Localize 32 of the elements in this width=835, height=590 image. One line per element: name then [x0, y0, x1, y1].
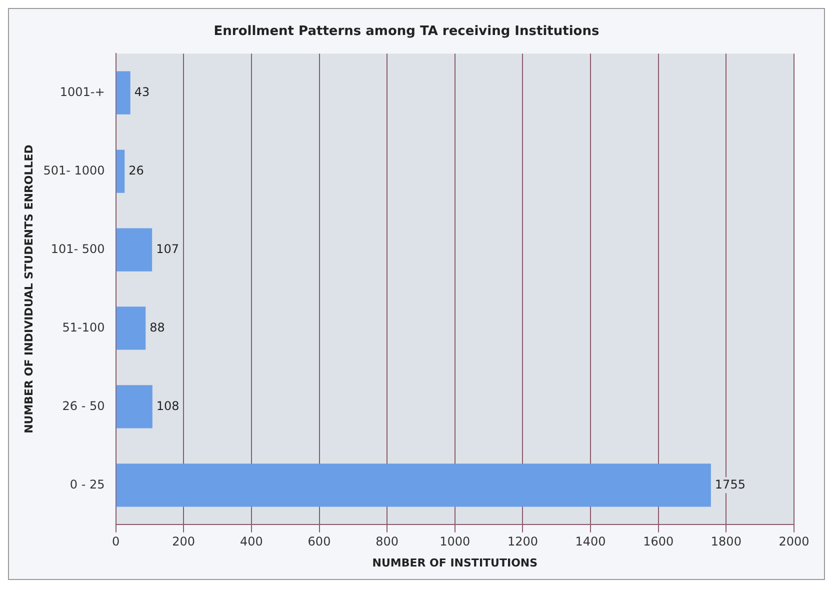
x-tick-label: 400: [240, 534, 263, 549]
x-tick-label: 0: [112, 534, 120, 549]
y-axis-title: NUMBER OF INDIVIDUAL STUDENTS ENROLLED: [22, 144, 36, 434]
bar: [116, 150, 125, 193]
x-tick-label: 1000: [440, 534, 470, 549]
data-label: 43: [134, 84, 150, 99]
y-tick-label: 501- 1000: [43, 163, 105, 178]
data-label: 88: [150, 320, 165, 334]
bar: [116, 464, 711, 507]
x-tick-label: 1800: [710, 534, 742, 549]
y-tick-label: 101- 500: [50, 242, 105, 256]
x-tick-label: 1400: [575, 534, 606, 549]
x-tick-label: 600: [308, 534, 331, 549]
bar: [116, 385, 152, 428]
y-tick-label: 51-100: [62, 320, 105, 334]
x-tick-label: 1600: [643, 534, 674, 549]
bar: [116, 306, 146, 350]
data-label: 108: [156, 398, 180, 413]
x-tick-label: 2000: [778, 534, 810, 549]
y-tick-label: 1001-+: [60, 84, 105, 99]
y-tick-label: 0 - 25: [70, 477, 105, 492]
x-tick-label: 800: [376, 534, 399, 549]
y-tick-label: 26 - 50: [62, 398, 105, 413]
chart-title: Enrollment Patterns among TA receiving Institutions: [214, 24, 600, 40]
bar: [116, 228, 152, 272]
data-label: 107: [156, 242, 179, 256]
bar: [116, 71, 130, 114]
data-label: 1755: [714, 477, 746, 492]
x-tick-label: 1200: [507, 534, 538, 549]
x-axis-title: NUMBER OF INSTITUTIONS: [372, 556, 538, 570]
x-tick-label: 200: [172, 534, 196, 549]
data-label: 26: [128, 163, 144, 178]
